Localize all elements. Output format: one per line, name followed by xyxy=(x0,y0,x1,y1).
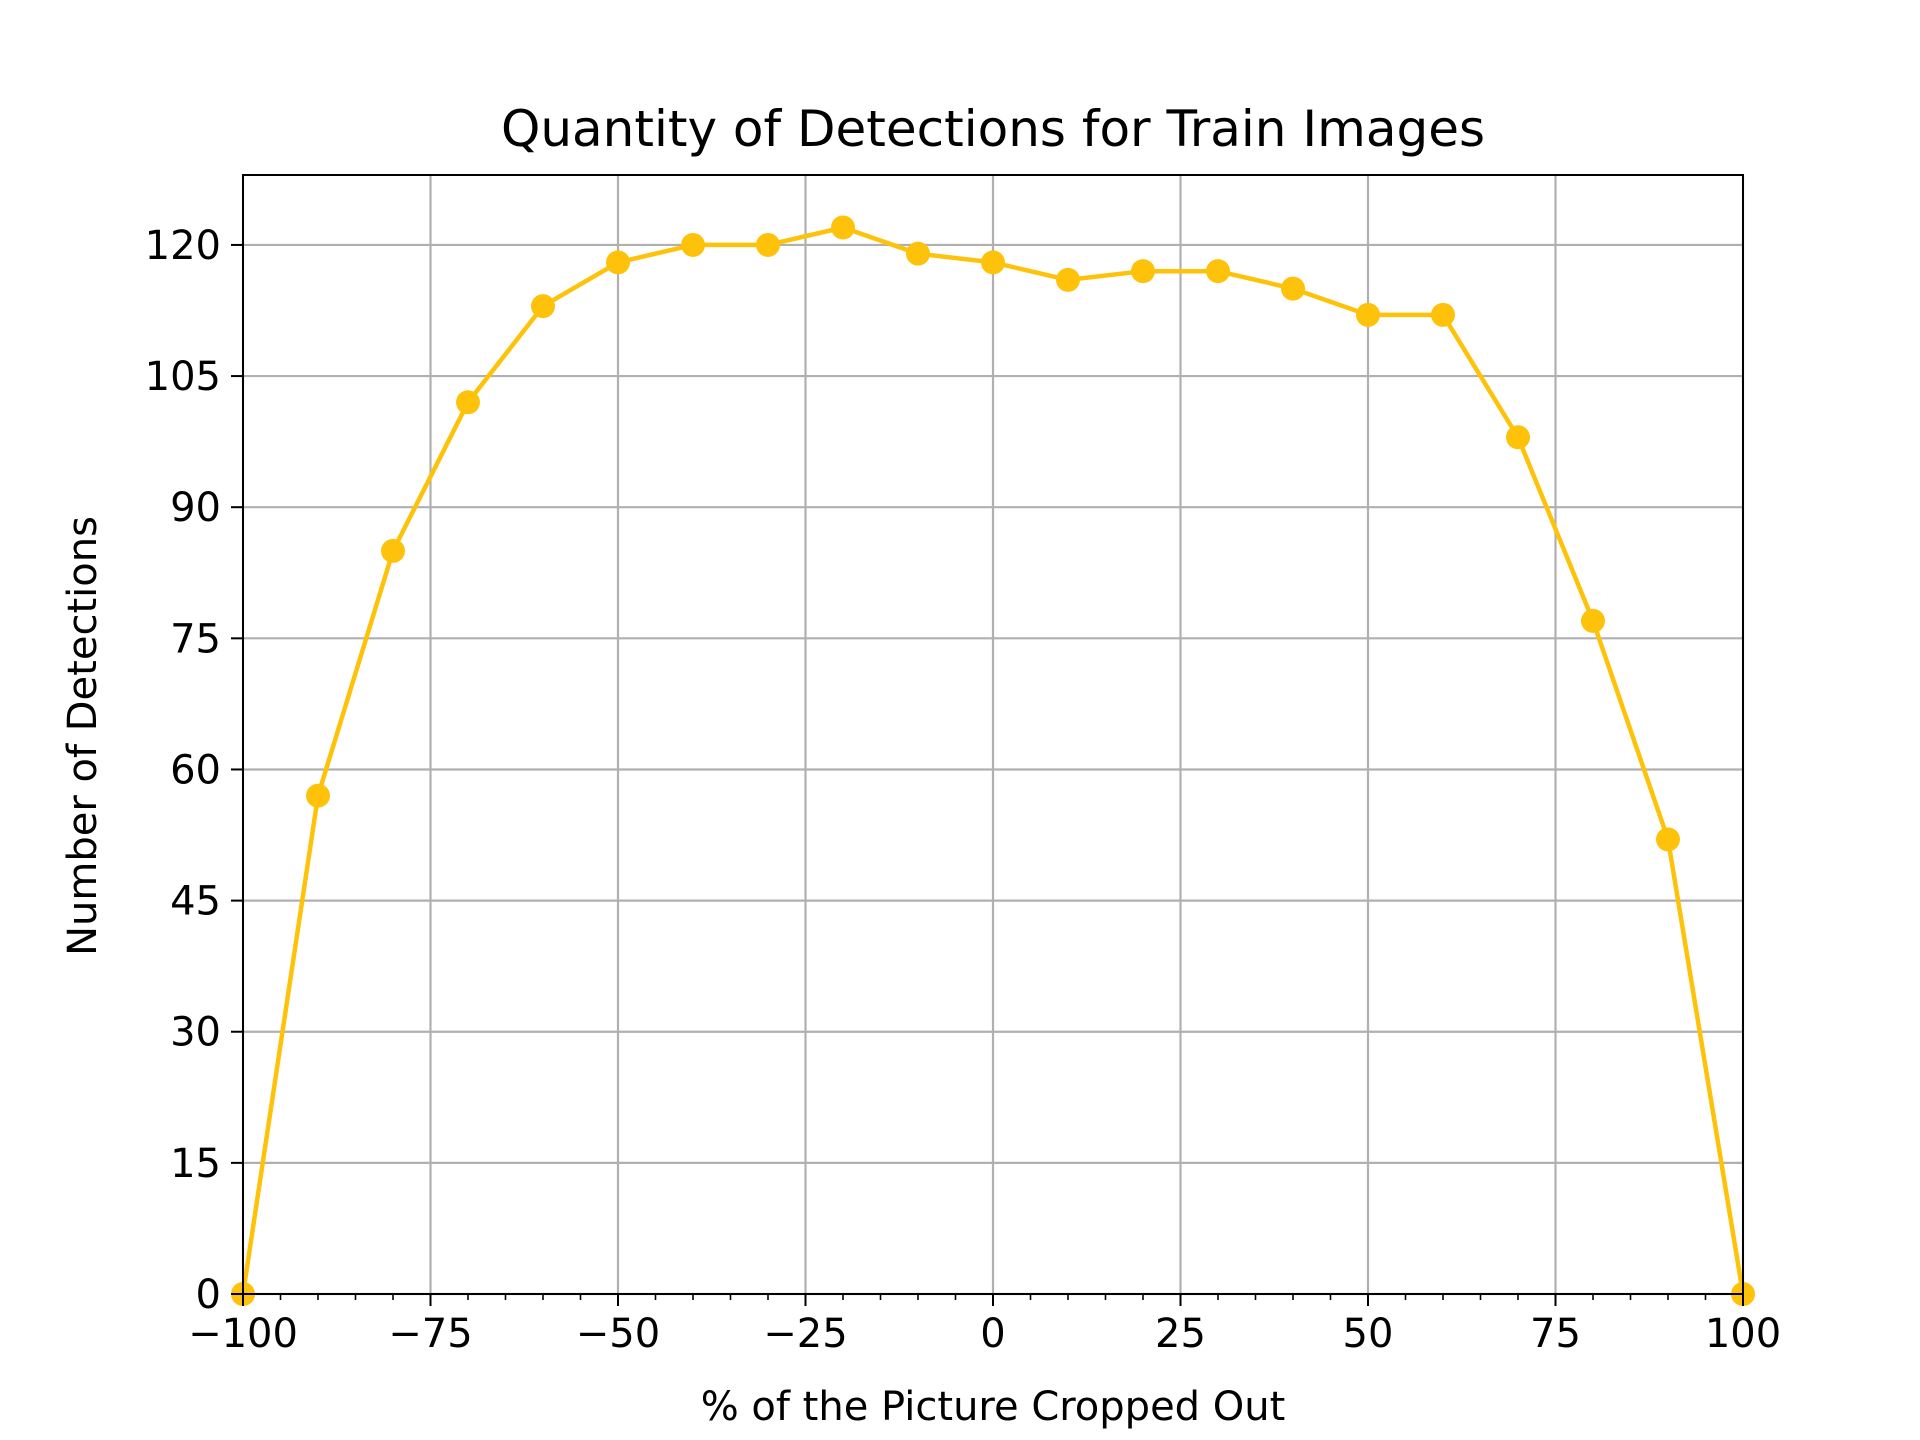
data-point xyxy=(1206,259,1230,284)
grid xyxy=(241,175,1745,1296)
data-point xyxy=(1356,302,1380,327)
y-tick-label: 15 xyxy=(170,1141,221,1187)
series-layer xyxy=(231,215,1755,1306)
x-tick-label: 25 xyxy=(1155,1311,1206,1357)
x-tick-label: −25 xyxy=(763,1311,847,1357)
data-point xyxy=(981,250,1005,275)
x-tick-label: −50 xyxy=(576,1311,660,1357)
data-point xyxy=(456,390,480,415)
y-tick-label: 75 xyxy=(170,616,221,662)
y-tick-label: 0 xyxy=(196,1272,221,1318)
y-tick-label: 60 xyxy=(170,747,221,793)
data-point xyxy=(1131,259,1155,284)
data-point xyxy=(681,232,705,257)
x-tick-label: −75 xyxy=(388,1311,472,1357)
y-axis-label: Number of Detections xyxy=(60,516,106,956)
data-point xyxy=(1281,276,1305,301)
x-tick-label: 75 xyxy=(1530,1311,1581,1357)
y-tick-label: 30 xyxy=(170,1010,221,1056)
y-tick-label: 105 xyxy=(145,354,221,400)
x-tick-label: 0 xyxy=(980,1311,1005,1357)
data-point xyxy=(1056,267,1080,292)
data-point xyxy=(306,783,330,808)
data-point xyxy=(606,250,630,275)
data-point xyxy=(531,294,555,319)
data-point xyxy=(1431,302,1455,327)
axes: −100 −75 −50 −25 0 25 50 75 100 0 15 30 45 60 75 90 105 1… xyxy=(145,223,1782,1357)
data-point xyxy=(906,241,930,266)
data-point xyxy=(1581,608,1605,633)
x-axis-label: % of the Picture Cropped Out xyxy=(701,1384,1286,1430)
y-tick-label: 120 xyxy=(145,223,221,269)
data-point xyxy=(831,215,855,240)
data-point xyxy=(756,232,780,257)
x-tick-label: 100 xyxy=(1705,1311,1781,1357)
data-point xyxy=(1656,827,1680,852)
y-tick-label: 45 xyxy=(170,879,221,925)
y-tick-label: 90 xyxy=(170,485,221,531)
x-tick-label: 50 xyxy=(1343,1311,1394,1357)
chart-title: Quantity of Detections for Train Images xyxy=(501,100,1485,158)
data-point xyxy=(1506,425,1530,450)
data-point xyxy=(381,538,405,563)
x-tick-label: −100 xyxy=(188,1311,298,1357)
